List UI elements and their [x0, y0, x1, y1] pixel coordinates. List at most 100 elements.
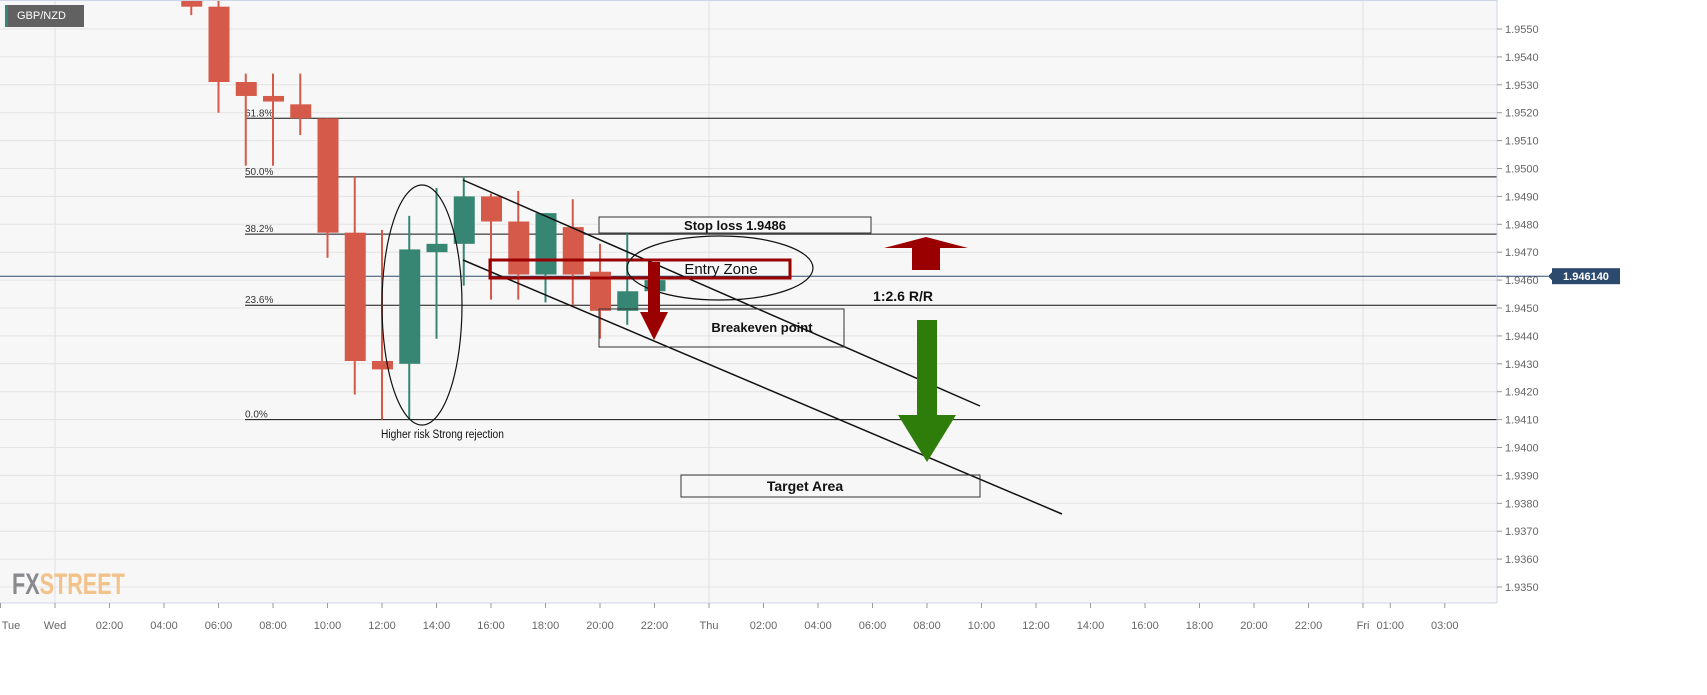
candle-body	[290, 104, 312, 119]
y-tick-label: 1.9410	[1505, 415, 1539, 427]
stop-loss-box	[598, 216, 872, 234]
x-tick-label: 14:00	[1077, 620, 1105, 632]
stop-loss-label: Stop loss 1.9486	[684, 218, 786, 233]
x-tick-label: Thu	[700, 620, 719, 632]
x-tick-label: Wed	[44, 620, 66, 632]
x-tick-label: 12:00	[368, 620, 396, 632]
fibonacci-levels: 61.8% 50.0% 38.2% 23.6% 0.0%	[245, 108, 1497, 421]
grid	[0, 0, 1497, 603]
current-price-label: 1.946140	[1563, 271, 1609, 283]
candle-body	[617, 291, 639, 311]
target-area-label: Target Area	[767, 478, 843, 494]
current-price-tag: 1.946140	[1497, 268, 1620, 285]
fib-label: 0.0%	[245, 410, 268, 421]
x-tick-label: 22:00	[1295, 620, 1323, 632]
price-tag-pointer	[1548, 272, 1552, 281]
risk-up-arrow-icon	[884, 237, 968, 270]
x-tick-label: 01:00	[1376, 620, 1404, 632]
entry-zone-box	[488, 258, 792, 280]
breakeven-label: Breakeven point	[711, 320, 813, 335]
candle-body	[372, 361, 393, 370]
x-tick-label: 03:00	[1431, 620, 1459, 632]
candle-body	[208, 6, 230, 83]
candle-body	[481, 196, 502, 222]
annotations: Higher risk Strong rejection Stop loss 1…	[381, 179, 1063, 515]
candle-body	[317, 118, 339, 233]
fib-label: 50.0%	[245, 167, 273, 178]
y-tick-label: 1.9420	[1505, 387, 1539, 399]
x-tick-label: 16:00	[1131, 620, 1159, 632]
x-tick-label: 10:00	[968, 620, 996, 632]
x-tick-label: 04:00	[150, 620, 178, 632]
y-tick-label: 1.9350	[1505, 582, 1539, 594]
y-tick-label: 1.9460	[1505, 275, 1539, 287]
x-tick-label: 08:00	[913, 620, 941, 632]
y-tick-label: 1.9530	[1505, 80, 1539, 92]
y-tick-label: 1.9380	[1505, 498, 1539, 510]
x-tick-label: 10:00	[314, 620, 342, 632]
fxstreet-logo: FXSTREET	[12, 568, 125, 602]
x-tick-label: Tue	[2, 620, 21, 632]
y-tick-label: 1.9510	[1505, 136, 1539, 148]
x-tick-label: 22:00	[641, 620, 669, 632]
y-tick-label: 1.9480	[1505, 219, 1539, 231]
y-tick-label: 1.9370	[1505, 526, 1539, 538]
x-tick-label: 06:00	[859, 620, 887, 632]
entry-down-arrow-icon	[640, 262, 668, 340]
plot-background	[0, 0, 1497, 603]
x-tick-label: 08:00	[259, 620, 287, 632]
y-tick-label: 1.9360	[1505, 554, 1539, 566]
x-tick-label: 16:00	[477, 620, 505, 632]
x-tick-label: 18:00	[1186, 620, 1214, 632]
y-axis[interactable]: 1.9550 1.9540 1.9530 1.9520 1.9510 1.9500 1.94…	[1497, 24, 1539, 594]
y-tick-label: 1.9440	[1505, 331, 1539, 343]
rejection-ellipse	[381, 184, 463, 426]
y-tick-label: 1.9470	[1505, 247, 1539, 259]
candle-body	[590, 271, 611, 311]
x-tick-label: Fri	[1357, 620, 1370, 632]
candle-body	[453, 196, 475, 244]
channel-lower-line	[462, 259, 1063, 515]
fib-label: 38.2%	[245, 224, 273, 235]
fib-label: 61.8%	[245, 108, 273, 119]
candle-body	[263, 95, 284, 102]
y-tick-label: 1.9390	[1505, 470, 1539, 482]
candle-body	[399, 249, 421, 364]
x-tick-label: 12:00	[1022, 620, 1050, 632]
y-tick-label: 1.9550	[1505, 24, 1539, 36]
x-tick-label: 20:00	[586, 620, 614, 632]
y-tick-label: 1.9450	[1505, 303, 1539, 315]
candle-body	[344, 232, 366, 362]
y-tick-label: 1.9500	[1505, 164, 1539, 176]
y-tick-label: 1.9400	[1505, 443, 1539, 455]
logo-street: STREET	[39, 568, 125, 601]
y-tick-label: 1.9520	[1505, 108, 1539, 120]
candle-body	[508, 221, 530, 275]
y-tick-label: 1.9490	[1505, 191, 1539, 203]
logo-fx: FX	[12, 568, 40, 601]
candle-body	[235, 82, 257, 96]
breakeven-box	[598, 308, 845, 348]
rejection-label: Higher risk Strong rejection	[381, 428, 504, 441]
x-tick-label: 04:00	[804, 620, 832, 632]
x-tick-label: 02:00	[750, 620, 778, 632]
x-tick-label: 20:00	[1240, 620, 1268, 632]
x-axis[interactable]: Tue Wed 02:00 04:00 06:00 08:00 10:00 12:00 14:0…	[0, 603, 1459, 632]
fib-label: 23.6%	[245, 295, 273, 306]
price-tag-box	[1552, 268, 1620, 285]
x-tick-label: 14:00	[423, 620, 451, 632]
x-tick-label: 02:00	[96, 620, 124, 632]
x-tick-label: 06:00	[205, 620, 233, 632]
target-area-box	[680, 474, 981, 498]
candle-body	[562, 227, 584, 275]
entry-zone-label: Entry Zone	[684, 261, 757, 278]
candle-body	[181, 0, 203, 7]
entry-zone-ellipse	[626, 235, 814, 301]
channel-upper-line	[462, 179, 981, 407]
candle-body	[535, 213, 557, 275]
candle-body	[426, 243, 448, 253]
target-down-arrow-icon	[898, 320, 956, 462]
y-tick-label: 1.9540	[1505, 52, 1539, 64]
x-tick-label: 18:00	[532, 620, 560, 632]
